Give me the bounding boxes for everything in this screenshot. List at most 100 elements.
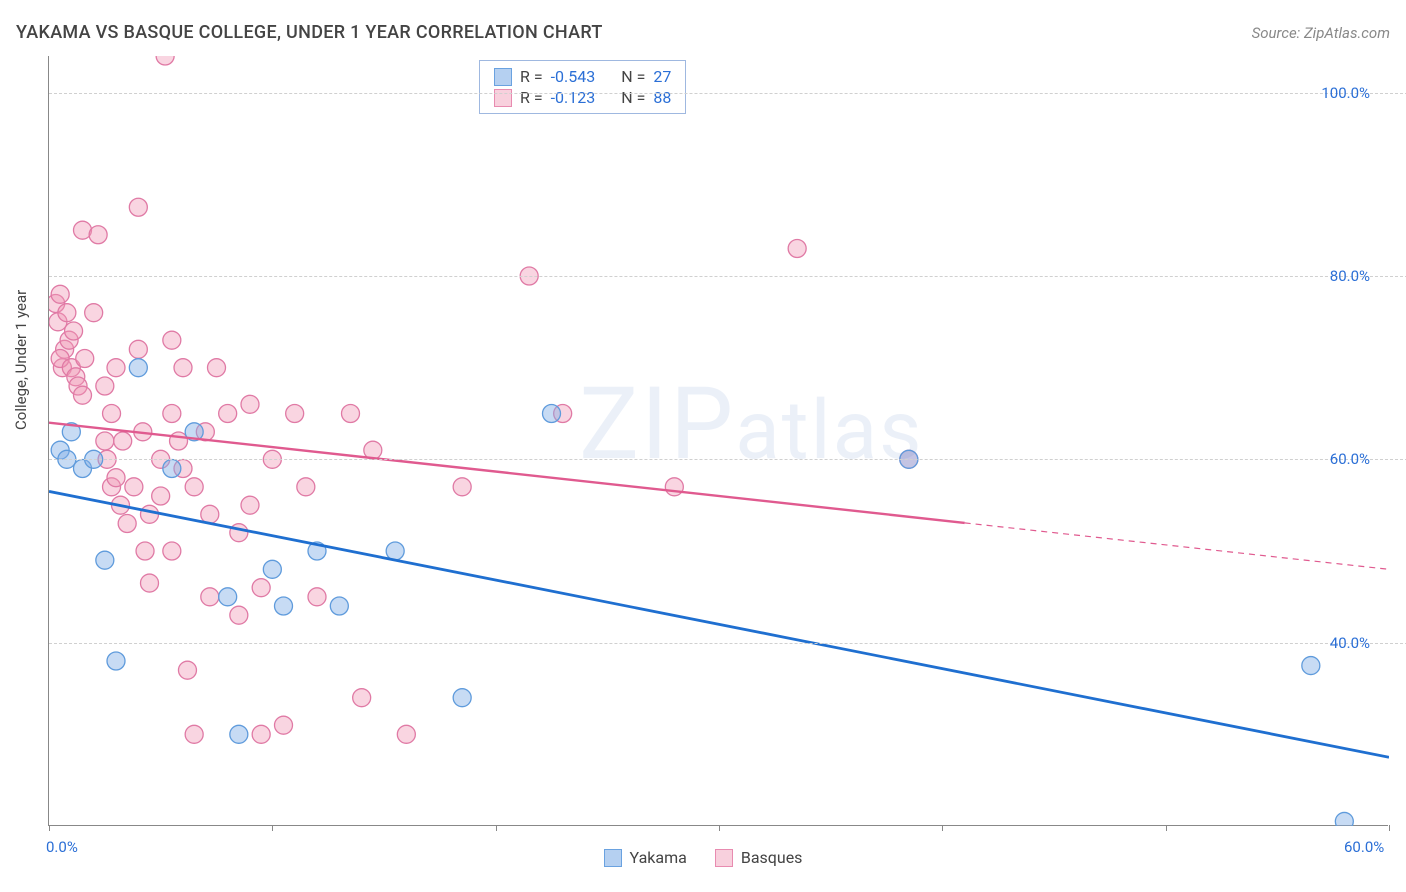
data-point (342, 405, 360, 423)
data-point (178, 661, 196, 679)
data-point (297, 478, 315, 496)
n-value: 88 (653, 88, 671, 107)
x-tick (1166, 825, 1167, 831)
data-point (241, 395, 259, 413)
data-point (163, 460, 181, 478)
data-point (330, 597, 348, 615)
data-point (353, 689, 371, 707)
data-point (51, 285, 69, 303)
data-point (141, 574, 159, 592)
trend-line-dashed (965, 523, 1389, 569)
n-value: 27 (653, 67, 671, 86)
data-point (136, 542, 154, 560)
data-point (107, 359, 125, 377)
legend-item: Yakama (604, 848, 687, 867)
data-point (543, 405, 561, 423)
y-tick-label: 100.0% (1321, 84, 1370, 102)
data-point (85, 304, 103, 322)
legend-item: Basques (715, 848, 803, 867)
gridline (49, 643, 1406, 644)
data-point (129, 340, 147, 358)
r-value: -0.543 (551, 67, 596, 86)
x-tick (496, 825, 497, 831)
data-point (76, 350, 94, 368)
legend-swatch (715, 849, 733, 867)
data-point (263, 560, 281, 578)
chart-plot-area: ZIPatlas R =-0.543N =27R =-0.123N =88 40… (48, 56, 1388, 826)
r-label: R = (520, 88, 543, 107)
data-point (74, 386, 92, 404)
data-point (96, 551, 114, 569)
data-point (252, 725, 270, 743)
legend-swatch (494, 68, 512, 86)
data-point (118, 515, 136, 533)
data-point (58, 304, 76, 322)
data-point (665, 478, 683, 496)
data-point (286, 405, 304, 423)
data-point (230, 725, 248, 743)
data-point (241, 496, 259, 514)
data-point (129, 359, 147, 377)
x-tick (272, 825, 273, 831)
data-point (275, 597, 293, 615)
data-point (275, 716, 293, 734)
y-tick-label: 80.0% (1330, 267, 1370, 285)
data-point (201, 505, 219, 523)
data-point (89, 226, 107, 244)
data-point (107, 469, 125, 487)
data-point (788, 240, 806, 258)
data-point (174, 359, 192, 377)
data-point (208, 359, 226, 377)
y-tick-label: 60.0% (1330, 450, 1370, 468)
data-point (219, 588, 237, 606)
data-point (386, 542, 404, 560)
data-point (152, 487, 170, 505)
data-point (453, 478, 471, 496)
data-point (201, 588, 219, 606)
data-point (185, 478, 203, 496)
data-point (170, 432, 188, 450)
data-point (96, 432, 114, 450)
x-tick (942, 825, 943, 831)
data-point (397, 725, 415, 743)
data-point (252, 579, 270, 597)
gridline (49, 276, 1406, 277)
data-point (107, 652, 125, 670)
data-point (163, 331, 181, 349)
y-tick-label: 40.0% (1330, 634, 1370, 652)
bottom-legend: Yakama Basques (0, 848, 1406, 867)
x-tick (719, 825, 720, 831)
legend-label: Basques (741, 848, 803, 867)
data-point (65, 322, 83, 340)
chart-source: Source: ZipAtlas.com (1252, 24, 1390, 42)
data-point (103, 405, 121, 423)
x-tick (1389, 825, 1390, 831)
legend-label: Yakama (630, 848, 687, 867)
legend-swatch (494, 89, 512, 107)
stats-row: R =-0.123N =88 (494, 88, 671, 107)
data-point (230, 606, 248, 624)
data-point (230, 524, 248, 542)
data-point (1335, 812, 1353, 826)
data-point (219, 405, 237, 423)
trend-line (49, 491, 1389, 757)
stats-box: R =-0.543N =27R =-0.123N =88 (479, 60, 686, 114)
r-value: -0.123 (551, 88, 596, 107)
gridline (49, 93, 1406, 94)
data-point (141, 505, 159, 523)
chart-svg (49, 56, 1389, 826)
legend-swatch (604, 849, 622, 867)
x-tick (49, 825, 50, 831)
data-point (1302, 657, 1320, 675)
chart-title: YAKAMA VS BASQUE COLLEGE, UNDER 1 YEAR C… (16, 22, 603, 43)
data-point (453, 689, 471, 707)
data-point (114, 432, 132, 450)
stats-row: R = -0.543 N = 27 (494, 67, 671, 86)
data-point (185, 725, 203, 743)
data-point (163, 542, 181, 560)
y-axis-label: College, Under 1 year (12, 290, 30, 430)
data-point (308, 588, 326, 606)
n-label: N = (621, 67, 645, 86)
r-label: R = (520, 67, 543, 86)
data-point (156, 56, 174, 65)
